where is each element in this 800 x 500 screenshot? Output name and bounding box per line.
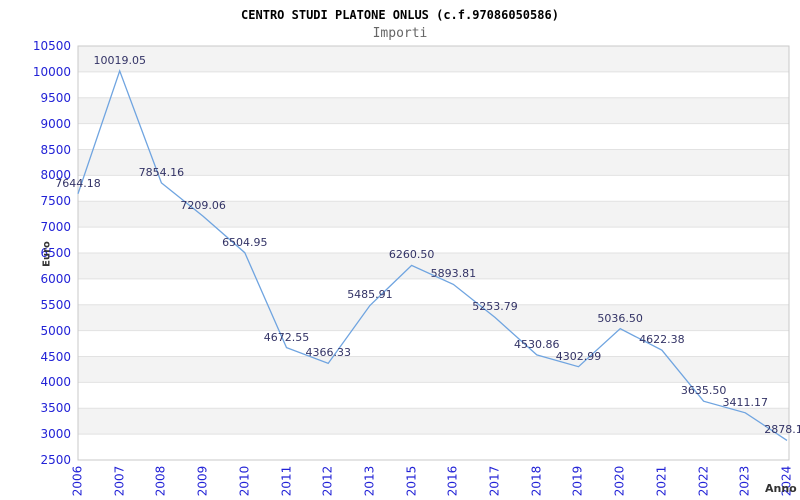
data-point-label: 4530.86 (514, 337, 560, 351)
x-tick-label: 2015 (404, 465, 419, 497)
y-tick-label: 9000 (40, 116, 71, 131)
data-point-label: 3411.17 (722, 395, 769, 409)
data-point-label: 5893.81 (430, 267, 477, 281)
y-tick-label: 6000 (40, 271, 71, 286)
chart-title: CENTRO STUDI PLATONE ONLUS (c.f.97086050… (241, 8, 559, 22)
data-point-label: 4366.33 (305, 346, 351, 360)
x-axis-title: Anno (765, 482, 797, 495)
data-point-label: 4622.38 (639, 333, 685, 347)
data-point-label: 6504.95 (222, 235, 268, 249)
x-tick-label: 2021 (654, 465, 669, 497)
x-tick-label: 2016 (445, 465, 460, 497)
x-tick-label: 2013 (362, 465, 377, 497)
y-tick-label: 4500 (40, 349, 71, 364)
x-tick-label: 2020 (612, 465, 627, 497)
x-tick-label: 2022 (696, 465, 711, 497)
background-band (78, 408, 789, 435)
background-band (78, 175, 789, 202)
background-band (78, 97, 789, 124)
background-band (78, 46, 789, 72)
background-band (78, 304, 789, 331)
y-tick-label: 10500 (32, 39, 71, 53)
y-tick-label: 9500 (40, 90, 71, 105)
data-point-label: 5253.79 (472, 300, 518, 314)
y-tick-label: 4000 (40, 375, 71, 390)
data-line (77, 68, 788, 441)
data-point-label: 2878.17 (764, 423, 800, 437)
y-tick-label: 6500 (40, 246, 71, 260)
background-band (78, 434, 789, 460)
x-tick-label: 2006 (70, 465, 85, 497)
chart-subtitle: Importi (372, 26, 428, 41)
x-tick-label: 2012 (320, 465, 335, 497)
y-tick-label: 5000 (40, 323, 71, 338)
data-point-label: 3635.50 (680, 384, 727, 398)
background-band (78, 330, 789, 357)
y-tick-label: 8500 (40, 142, 71, 157)
data-point-label: 4672.55 (263, 330, 310, 344)
background-band (78, 201, 789, 228)
x-tick-label: 2007 (112, 465, 127, 497)
background-band (78, 227, 789, 253)
x-tick-label: 2011 (279, 465, 294, 497)
data-point-label: 5485.91 (347, 288, 393, 302)
y-tick-label: 7000 (40, 220, 71, 235)
x-tick-label: 2017 (487, 465, 502, 497)
background-band (78, 71, 789, 98)
background-band (78, 278, 789, 305)
y-tick-label: 7500 (40, 194, 71, 209)
x-tick-label: 2018 (529, 465, 544, 497)
y-tick-label: 3000 (40, 427, 71, 442)
data-point-label: 6260.50 (388, 248, 435, 262)
y-tick-label: 3500 (40, 401, 71, 416)
background-band (78, 123, 789, 150)
background-band (78, 149, 789, 176)
y-tick-label: 5500 (40, 297, 71, 312)
background-band (78, 382, 789, 409)
background-band (78, 253, 789, 279)
x-tick-label: 2019 (570, 465, 585, 497)
x-tick-label: 2023 (737, 465, 752, 497)
y-tick-label: 10000 (32, 64, 71, 79)
y-axis-title: Euro (41, 241, 53, 267)
data-point-label: 7854.16 (138, 165, 185, 179)
background-band (78, 356, 789, 383)
data-point-label: 10019.05 (93, 53, 146, 67)
y-tick-label: 2500 (40, 453, 71, 467)
data-point-label: 7209.06 (180, 199, 226, 213)
data-point-label: 7644.18 (55, 176, 101, 190)
plot-border (77, 45, 790, 461)
x-tick-label: 2008 (153, 465, 168, 497)
x-tick-label: 2010 (237, 465, 252, 497)
data-point-label: 4302.99 (555, 349, 602, 363)
y-tick-label: 8000 (40, 168, 71, 183)
data-point-label: 5036.50 (597, 311, 643, 325)
x-tick-label: 2009 (195, 465, 210, 497)
